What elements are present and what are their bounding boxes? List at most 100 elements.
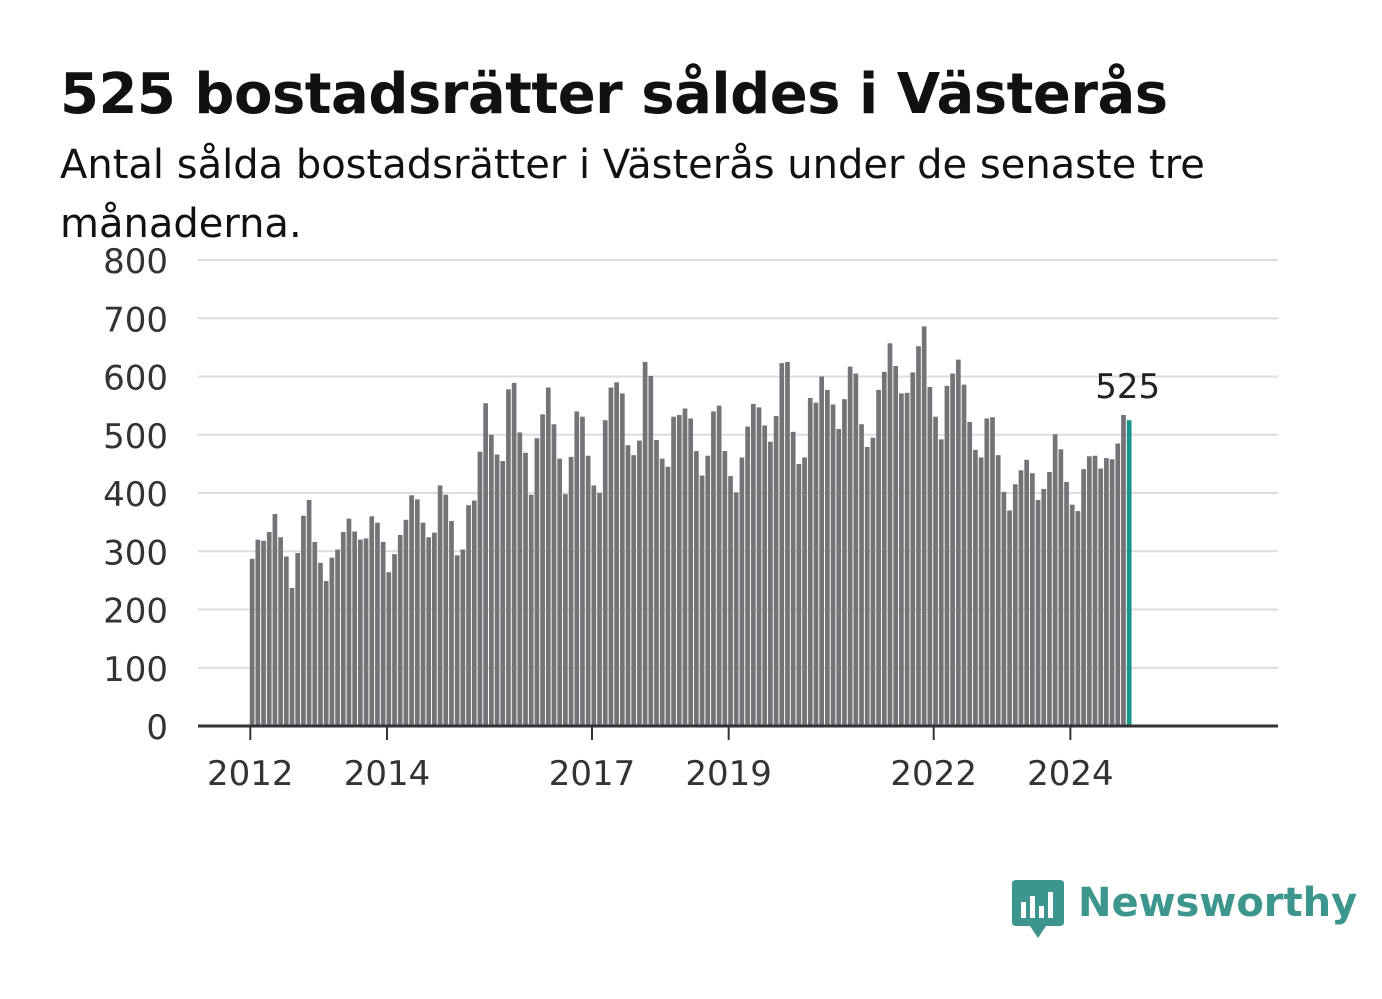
x-tick-label: 2024: [1027, 754, 1114, 794]
bar: [836, 428, 842, 726]
bar: [654, 439, 659, 726]
bar: [249, 558, 255, 726]
bar: [597, 493, 602, 726]
chart-subtitle: Antal sålda bostadsrätter i Västerås und…: [60, 142, 1205, 247]
bar: [1024, 459, 1030, 726]
bar: [631, 455, 637, 726]
bar: [1115, 443, 1121, 726]
bar: [266, 532, 272, 726]
bar: [545, 387, 551, 726]
bar: [625, 445, 631, 726]
bar: [454, 555, 460, 726]
y-tick-label: 500: [103, 417, 168, 457]
chart-title: 525 bostadsrätter såldes i Västerås: [60, 62, 1168, 127]
bar: [876, 389, 881, 726]
bar: [568, 456, 574, 726]
bar: [340, 532, 346, 726]
bar: [1064, 481, 1069, 726]
bar: [688, 418, 694, 726]
bar: [335, 549, 340, 726]
bar: [283, 556, 289, 726]
x-tick-label: 2012: [207, 754, 294, 794]
y-tick-label: 100: [103, 650, 168, 690]
y-tick-label: 400: [103, 475, 168, 515]
y-tick-label: 0: [146, 708, 168, 748]
x-tick-label: 2017: [549, 754, 636, 794]
bar: [426, 537, 432, 726]
bar: [585, 455, 591, 726]
bar: [301, 515, 306, 726]
bar: [984, 418, 990, 726]
bar: [722, 451, 728, 726]
bar: [506, 389, 511, 726]
x-tick-label: 2019: [685, 754, 772, 794]
bar: [375, 522, 380, 726]
bar: [1030, 473, 1035, 726]
bar: [973, 449, 978, 726]
bar: [910, 372, 916, 726]
bar: [312, 541, 318, 726]
bar: [819, 376, 824, 726]
bar: [893, 366, 899, 726]
bar: [733, 492, 739, 726]
bar: [329, 557, 335, 726]
bar: [358, 539, 363, 726]
bar: [779, 363, 785, 726]
bar: [1007, 510, 1012, 726]
bar: [927, 386, 933, 726]
bar: [1058, 449, 1064, 726]
bar: [870, 437, 876, 726]
highlight-bar: [1126, 420, 1132, 726]
bar: [967, 421, 973, 726]
bar: [1104, 458, 1109, 726]
bar: [278, 537, 283, 726]
bar: [386, 572, 392, 726]
bar: [534, 438, 540, 726]
bar: [614, 382, 619, 726]
bar: [1069, 504, 1075, 726]
bar: [403, 519, 409, 726]
bar: [916, 346, 921, 726]
bar: [1035, 499, 1041, 726]
bar: [705, 455, 711, 726]
bar: [682, 408, 688, 726]
bar: [1018, 470, 1024, 726]
bar: [694, 451, 699, 726]
bar: [699, 475, 705, 726]
bar: [500, 460, 506, 726]
bar: [1092, 455, 1098, 726]
bar: [602, 420, 608, 726]
bar: [397, 534, 403, 726]
bar: [813, 402, 819, 726]
bar: [1121, 414, 1126, 726]
bar: [716, 405, 722, 726]
bar: [272, 513, 278, 726]
bar: [477, 451, 483, 726]
bar: [574, 411, 580, 726]
bar: [842, 399, 847, 726]
bar: [557, 458, 563, 726]
bar: [665, 466, 671, 726]
bar: [352, 531, 358, 726]
bar: [745, 426, 750, 726]
bar: [346, 518, 352, 726]
bar: [1075, 511, 1081, 726]
y-tick-label: 200: [103, 592, 168, 632]
bar: [1041, 488, 1047, 726]
bar: [363, 538, 369, 726]
bar: [318, 562, 323, 726]
bar: [1086, 456, 1092, 726]
bar: [990, 417, 995, 726]
bar: [1047, 472, 1052, 726]
bar: [261, 540, 266, 726]
bar: [790, 431, 796, 726]
bar: [899, 393, 904, 726]
bar: [671, 416, 676, 726]
bar: [255, 539, 261, 726]
y-tick-label: 700: [103, 300, 168, 340]
bar: [904, 392, 910, 726]
bar: [768, 441, 773, 726]
bar: [1012, 484, 1018, 726]
bar: [563, 494, 568, 726]
bar: [881, 371, 887, 726]
